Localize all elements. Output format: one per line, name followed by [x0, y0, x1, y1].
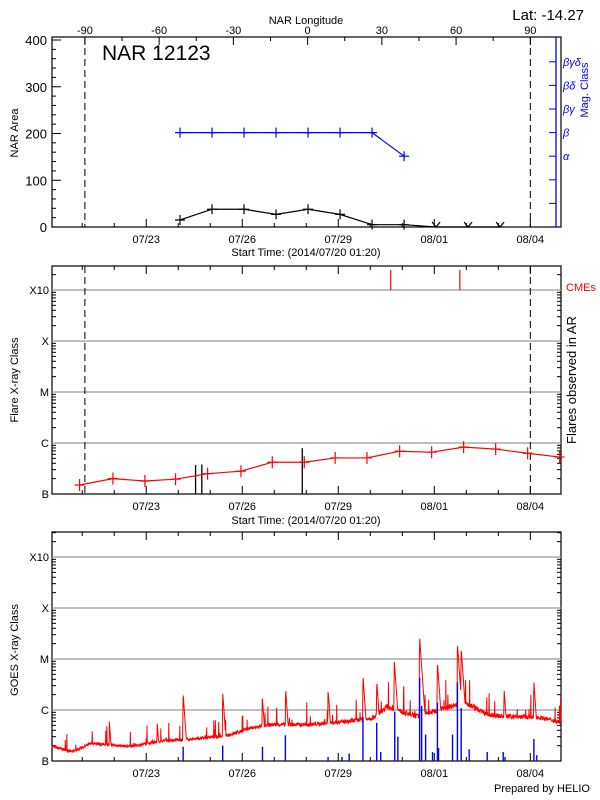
- y-tick-label: M: [40, 654, 49, 666]
- mag-class-point: [207, 127, 218, 138]
- flare-class-point: [522, 447, 533, 460]
- mag-class-point: [399, 151, 410, 162]
- longitude-tick-label: 60: [450, 25, 462, 37]
- mag-class-tick-label: βγ: [562, 104, 576, 116]
- x-tick-label: 07/29: [325, 501, 353, 513]
- y-tick-label: 300: [25, 80, 47, 95]
- latitude-label: Lat: -14.27: [512, 7, 584, 24]
- longitude-tick-label: 0: [305, 25, 311, 37]
- nar-area-point: [175, 214, 186, 225]
- y-tick-label: B: [42, 756, 49, 768]
- x-tick-label: 08/01: [421, 768, 449, 780]
- mag-class-line: [180, 132, 405, 157]
- panel2-ylabel: Flare X-ray Class: [9, 337, 21, 422]
- x-tick-label: 08/04: [517, 234, 545, 246]
- panel1-y2label: Mag. Class: [579, 62, 591, 118]
- y-tick-label: M: [40, 387, 49, 399]
- y-tick-label: C: [41, 438, 49, 450]
- y-tick-label: X: [42, 336, 50, 348]
- mag-class-point: [303, 127, 314, 138]
- mag-class-point: [175, 127, 186, 138]
- x-tick-label: 08/01: [421, 234, 449, 246]
- top-axis-label: NAR Longitude: [269, 15, 344, 27]
- nar-area-point: [271, 209, 282, 220]
- x-tick-label: 07/23: [132, 234, 160, 246]
- plot-frame: [51, 265, 562, 495]
- nar-area-point: [207, 204, 218, 215]
- flare-class-point: [426, 446, 437, 459]
- panel2-y2label: Flares observed in AR: [564, 316, 579, 444]
- mag-class-tick-label: β: [562, 128, 570, 140]
- goes-xray-panel: 07/23 07/26 07/29 08/01 08/04 B C M X X10: [29, 531, 562, 780]
- nar-area-point: [495, 221, 505, 228]
- flare-class-point: [394, 445, 405, 458]
- flare-class-panel: 07/23 07/26 07/29 08/01 08/04 B C M X X10: [29, 265, 565, 513]
- y-tick-label: 200: [25, 127, 47, 142]
- panel1-xlabel: Start Time: (2014/07/20 01:20): [231, 247, 380, 259]
- x-tick-label: 07/26: [228, 501, 256, 513]
- x-tick-label: 07/26: [228, 768, 256, 780]
- flare-class-point: [139, 474, 150, 487]
- panel1-ylabel: NAR Area: [9, 108, 21, 158]
- region-title: NAR 12123: [102, 42, 211, 65]
- y-tick-label: X10: [29, 285, 49, 297]
- longitude-tick-label: 30: [376, 25, 388, 37]
- flare-class-point: [361, 451, 372, 464]
- y-tick-label: B: [42, 489, 49, 501]
- nar-area-point: [335, 209, 346, 220]
- flare-class-point: [170, 473, 181, 486]
- y-tick-label: X10: [29, 552, 49, 564]
- mag-class-point: [367, 127, 378, 138]
- longitude-tick-label: -60: [151, 25, 167, 37]
- x-tick-label: 07/29: [325, 234, 353, 246]
- nar-area-point: [367, 219, 378, 230]
- x-tick-label: 07/26: [228, 234, 256, 246]
- flare-class-point: [330, 451, 341, 464]
- mag-class-point: [271, 127, 282, 138]
- flare-class-point: [554, 451, 565, 464]
- nar-area-panel: 07/23 07/26 07/29 08/01 08/040100200300400-9…: [25, 25, 581, 246]
- longitude-tick-label: -30: [225, 25, 241, 37]
- plot-frame: [51, 531, 562, 762]
- nar-area-point: [463, 221, 473, 228]
- y-tick-label: 0: [40, 220, 47, 235]
- longitude-tick-label: -90: [77, 25, 93, 37]
- flare-class-point: [74, 479, 85, 492]
- nar-area-point: [399, 219, 410, 230]
- mag-class-point: [335, 127, 346, 138]
- flare-class-point: [267, 456, 278, 469]
- flare-class-point: [299, 456, 310, 469]
- x-tick-label: 08/04: [517, 768, 545, 780]
- nar-area-point: [303, 204, 314, 215]
- flare-class-point: [202, 467, 213, 480]
- nar-area-point: [431, 221, 441, 228]
- flare-class-line: [79, 446, 560, 486]
- mag-class-tick-label: βγδ: [562, 57, 582, 69]
- x-tick-label: 07/23: [132, 768, 160, 780]
- x-tick-label: 08/04: [517, 501, 545, 513]
- cme-label: CMEs: [566, 282, 596, 294]
- goes-flux-line: [51, 638, 562, 754]
- mag-class-tick-label: α: [563, 151, 570, 163]
- nar-area-point: [239, 204, 250, 215]
- flare-class-point: [458, 441, 469, 454]
- x-tick-label: 07/23: [132, 501, 160, 513]
- y-tick-label: C: [41, 705, 49, 717]
- y-tick-label: 400: [25, 33, 47, 48]
- panel2-xlabel: Start Time: (2014/07/20 01:20): [231, 515, 380, 527]
- panel3-ylabel: GOES X-ray Class: [9, 604, 21, 696]
- prepared-by-label: Prepared by HELIO: [494, 783, 590, 795]
- mag-class-point: [239, 127, 250, 138]
- y-tick-label: X: [42, 603, 50, 615]
- y-tick-label: 100: [25, 173, 47, 188]
- flare-class-point: [235, 465, 246, 478]
- x-tick-label: 07/29: [325, 768, 353, 780]
- longitude-tick-label: 90: [524, 25, 536, 37]
- flare-class-point: [107, 472, 118, 485]
- x-tick-label: 08/01: [421, 501, 449, 513]
- mag-class-tick-label: βδ: [562, 80, 576, 92]
- flare-class-point: [490, 443, 501, 456]
